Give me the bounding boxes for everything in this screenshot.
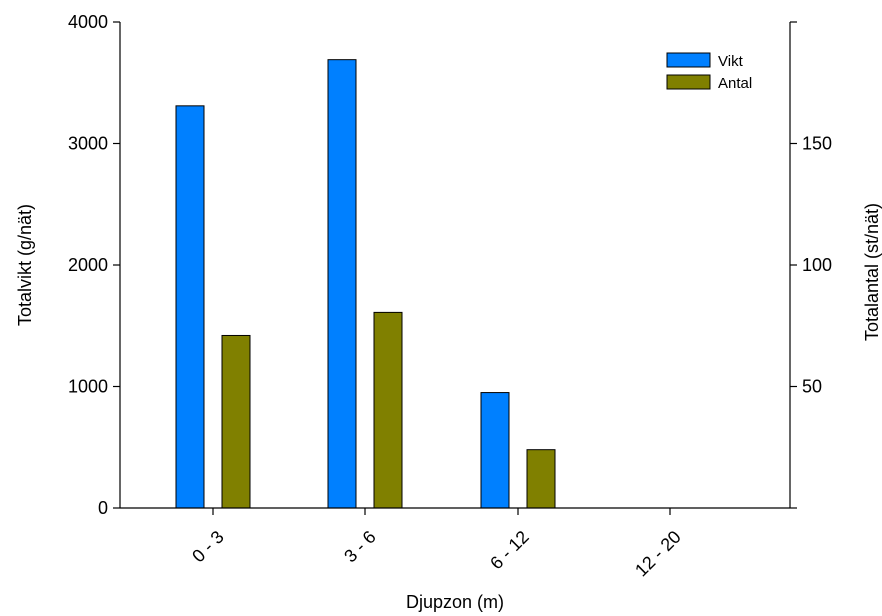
left-tick-label: 2000 — [68, 255, 108, 275]
right-tick-label: 100 — [802, 255, 832, 275]
right-tick-label: 150 — [802, 134, 832, 154]
plot-area — [175, 59, 556, 509]
left-tick-label: 0 — [98, 498, 108, 518]
x-axis: 0 - 3 3 - 6 6 - 12 12 - 20 — [120, 507, 790, 581]
left-tick-label: 1000 — [68, 377, 108, 397]
legend-label-antal: Antal — [718, 75, 752, 92]
x-tick-label: 3 - 6 — [340, 527, 380, 567]
bar-vikt — [480, 392, 510, 509]
right-y-axis-title: Totalantal (st/nät) — [862, 203, 882, 341]
bar-antal — [526, 449, 556, 509]
legend-swatch-antal — [666, 74, 711, 90]
left-tick-label: 3000 — [68, 134, 108, 154]
x-tick-label: 0 - 3 — [188, 527, 228, 567]
left-tick-label: 4000 — [68, 12, 108, 32]
right-tick-label: 50 — [802, 377, 822, 397]
x-axis-title: Djupzon (m) — [406, 592, 504, 612]
bar-vikt — [327, 59, 357, 509]
left-y-axis: 0 1000 2000 3000 4000 — [68, 12, 121, 518]
x-tick-label: 6 - 12 — [486, 527, 533, 574]
bar-antal — [373, 311, 403, 509]
legend: Vikt Antal — [666, 52, 752, 92]
left-y-axis-title: Totalvikt (g/nät) — [15, 204, 35, 326]
legend-swatch-vikt — [666, 52, 711, 68]
right-y-axis: 50 100 150 — [789, 21, 832, 509]
legend-label-vikt: Vikt — [718, 53, 744, 70]
bar-vikt — [175, 105, 205, 509]
bar-antal — [221, 334, 251, 509]
x-tick-label: 12 - 20 — [631, 527, 685, 581]
